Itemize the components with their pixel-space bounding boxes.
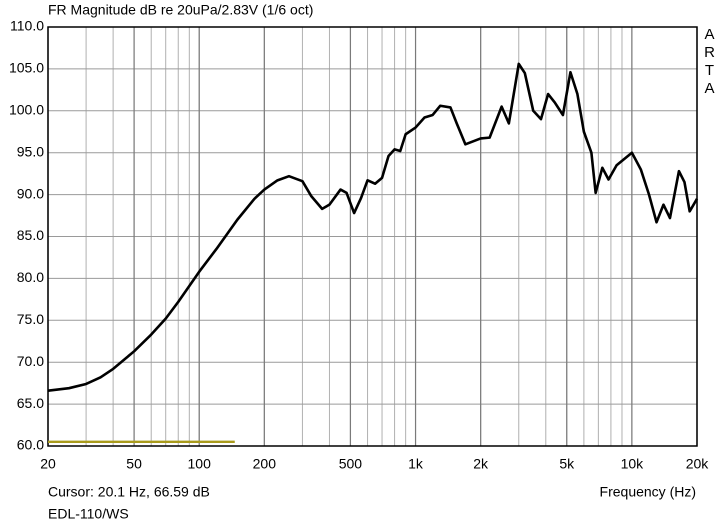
y-tick-label: 110.0: [10, 18, 44, 34]
x-tick-label: 100: [188, 456, 212, 472]
cursor-readout: Cursor: 20.1 Hz, 66.59 dB: [48, 484, 210, 500]
y-tick-label: 95.0: [17, 143, 44, 159]
data-line: [47, 62, 699, 392]
x-tick-label: 500: [339, 456, 363, 472]
x-tick-label: 50: [126, 456, 142, 472]
y-tick-label: 90.0: [17, 185, 44, 201]
plot-frame: [47, 26, 698, 447]
y-tick-label: 70.0: [17, 353, 44, 369]
y-tick-label: 75.0: [17, 311, 44, 327]
y-tick-label: 65.0: [17, 395, 44, 411]
y-tick-label: 60.0: [17, 437, 44, 453]
chart-title: FR Magnitude dB re 20uPa/2.83V (1/6 oct): [48, 2, 313, 18]
x-tick-label: 20: [40, 456, 56, 472]
x-tick-label: 5k: [559, 456, 575, 472]
y-tick-label: 80.0: [17, 269, 44, 285]
x-tick-label: 1k: [408, 456, 424, 472]
x-tick-label: 20k: [686, 456, 710, 472]
y-tick-label: 85.0: [17, 227, 44, 243]
x-tick-label: 10k: [621, 456, 645, 472]
side-label: ARTA: [701, 26, 718, 98]
y-tick-label: 100.0: [9, 102, 44, 118]
y-tick-label: 105.0: [9, 60, 44, 76]
footer: EDL-110/WS: [48, 506, 129, 522]
x-tick-label: 2k: [473, 456, 489, 472]
x-tick-label: 200: [253, 456, 277, 472]
x-axis-label: Frequency (Hz): [600, 484, 696, 500]
